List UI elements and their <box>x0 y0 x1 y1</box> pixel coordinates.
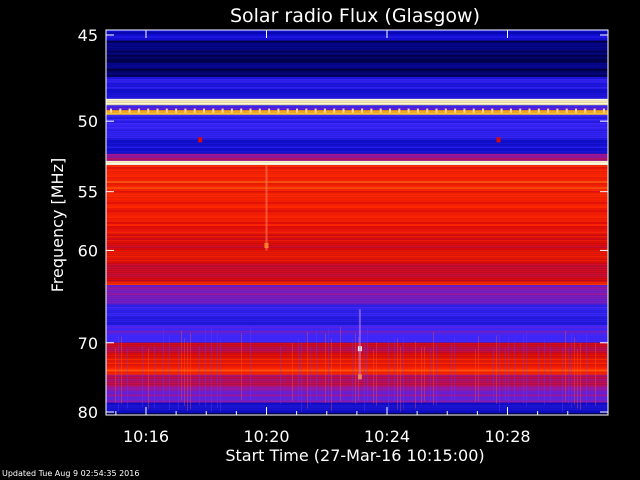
x-tick-label: 10:24 <box>364 427 410 446</box>
frequency-band <box>106 165 608 199</box>
frequency-band <box>106 365 608 375</box>
frequency-band <box>106 198 608 234</box>
frequency-band <box>106 136 608 154</box>
frequency-band <box>106 233 608 267</box>
y-tick-label: 50 <box>78 112 98 131</box>
frequency-band <box>106 304 608 327</box>
frequency-band <box>106 114 608 137</box>
x-tick-label: 10:20 <box>243 427 289 446</box>
burst-trace <box>265 165 268 251</box>
y-axis: 45 50 55 60 70 80 <box>78 26 608 422</box>
frequency-band <box>106 40 608 77</box>
frequency-band <box>106 386 608 403</box>
burst-spot <box>198 137 203 143</box>
x-axis-label: Start Time (27-Mar-16 10:15:00) <box>225 446 484 465</box>
y-tick-label: 60 <box>78 241 98 260</box>
frequency-band <box>106 266 608 282</box>
chart-title: Solar radio Flux (Glasgow) <box>230 5 480 27</box>
frequency-band <box>106 110 608 115</box>
frequency-band <box>106 105 608 111</box>
x-tick-label: 10:16 <box>123 427 169 446</box>
frequency-band <box>106 342 608 355</box>
y-tick-label: 70 <box>78 334 98 353</box>
y-tick-label: 55 <box>78 183 98 202</box>
y-tick-label: 80 <box>78 403 98 422</box>
burst-spot <box>496 137 501 143</box>
y-axis-label: Frequency [MHz] <box>48 158 67 292</box>
update-timestamp: Updated Tue Aug 9 02:54:35 2016 <box>2 469 140 478</box>
frequency-band <box>106 98 608 106</box>
spectrogram <box>106 30 608 415</box>
frequency-band <box>106 281 608 286</box>
frequency-band <box>106 326 608 343</box>
x-axis: 10:16 10:20 10:24 10:28 <box>115 30 569 446</box>
frequency-band <box>106 285 608 305</box>
frequency-band <box>106 354 608 366</box>
frequency-band <box>106 374 608 387</box>
noise-streaks <box>106 326 608 412</box>
y-tick-label: 45 <box>78 26 98 45</box>
x-tick-label: 10:28 <box>484 427 530 446</box>
frequency-band <box>106 153 608 161</box>
frequency-band <box>106 76 608 99</box>
periodic-interference <box>110 108 605 113</box>
frequency-band <box>106 30 608 41</box>
frequency-band <box>106 160 608 166</box>
burst-trace <box>358 309 361 380</box>
